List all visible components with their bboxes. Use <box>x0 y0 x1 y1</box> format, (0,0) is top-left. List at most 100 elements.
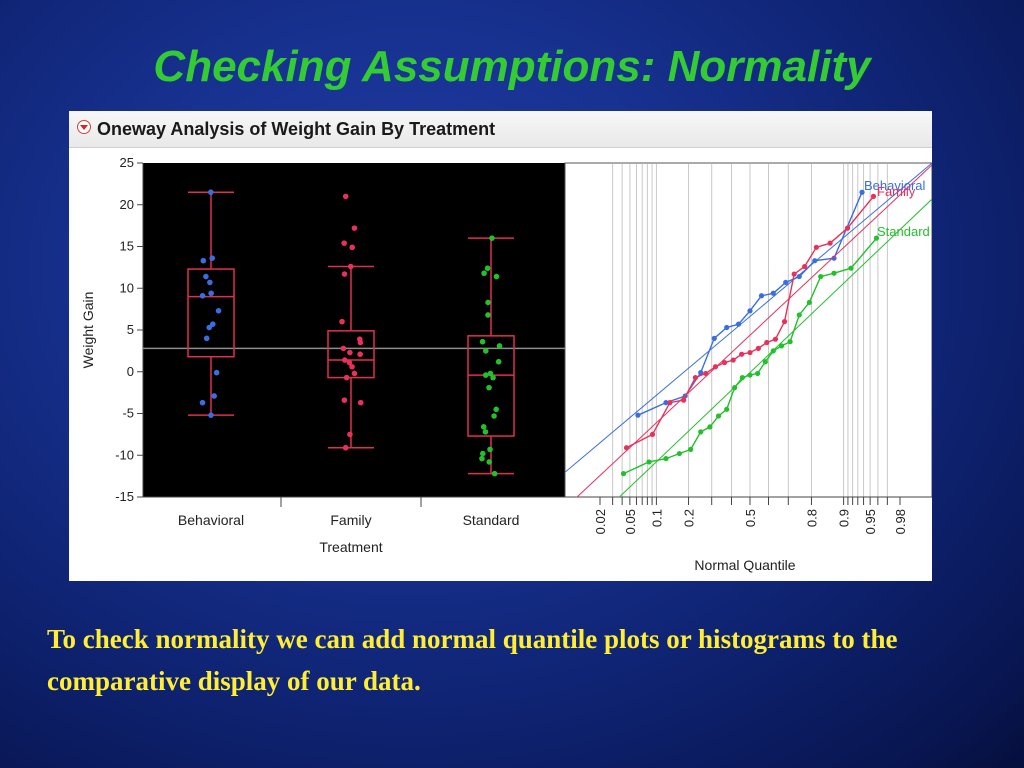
data-point <box>209 255 216 261</box>
data-point <box>493 273 500 280</box>
quantile-point <box>712 364 719 370</box>
quantile-point <box>755 370 761 377</box>
data-point <box>489 235 495 241</box>
quantile-point <box>827 240 833 246</box>
quantile-point <box>818 273 824 280</box>
data-point <box>480 424 487 430</box>
box-group-behavioral <box>187 189 235 418</box>
quantile-tick-label: 0.8 <box>804 509 819 527</box>
data-point <box>484 265 491 272</box>
data-point <box>351 370 358 377</box>
data-point <box>341 240 347 246</box>
quantile-point <box>711 335 717 341</box>
y-tick-label: 5 <box>127 322 134 337</box>
quantile-fit-line <box>576 164 932 497</box>
quantile-legend-label: Behavioral <box>864 178 926 193</box>
quantile-point <box>663 400 669 406</box>
data-point <box>485 299 491 306</box>
quantile-point <box>844 225 851 231</box>
data-point <box>208 412 214 418</box>
data-point <box>357 399 364 406</box>
data-point <box>207 279 213 286</box>
quantile-point <box>870 193 877 199</box>
quantile-tick-label: 0.5 <box>743 509 758 527</box>
quantile-point <box>873 235 880 241</box>
data-point <box>211 393 217 399</box>
data-point <box>481 270 487 277</box>
data-point <box>347 349 353 356</box>
x-category-label: Family <box>330 512 371 528</box>
quantile-point <box>770 348 776 354</box>
quantile-point <box>730 357 736 363</box>
quantile-point <box>735 321 742 327</box>
quantile-point <box>724 406 730 412</box>
box-group-standard <box>467 235 515 477</box>
data-point <box>346 359 353 366</box>
quantile-point <box>721 359 728 366</box>
quantile-tick-label: 0.02 <box>593 509 608 534</box>
data-point <box>486 384 492 391</box>
quantile-series-group <box>565 163 932 497</box>
quantile-point <box>715 413 722 419</box>
data-point <box>347 263 354 270</box>
panel-header: Oneway Analysis of Weight Gain By Treatm… <box>69 111 932 148</box>
data-point <box>487 446 493 453</box>
quantile-series-family <box>576 164 932 497</box>
data-point <box>343 374 350 381</box>
data-point <box>482 429 489 435</box>
quantile-point <box>663 455 669 462</box>
x-axis-label: Treatment <box>319 539 382 555</box>
data-point <box>203 273 209 280</box>
y-tick-label: 20 <box>120 197 134 212</box>
data-point <box>342 444 349 451</box>
quantile-point <box>676 450 682 457</box>
slide-title: Checking Assumptions: Normality <box>153 42 871 91</box>
quantile-series-standard <box>618 198 932 497</box>
quantile-point <box>747 372 753 378</box>
data-point <box>199 292 206 299</box>
quantile-point <box>813 244 819 250</box>
red-triangle-down-icon[interactable] <box>77 120 91 134</box>
data-point <box>349 244 356 251</box>
data-point <box>491 413 497 419</box>
quantile-point <box>667 400 673 406</box>
y-tick-label: 0 <box>127 364 134 379</box>
quantile-legend-label: Standard <box>877 224 930 239</box>
data-point <box>341 357 348 363</box>
quantile-point <box>698 369 704 376</box>
y-tick-label: -10 <box>115 447 134 462</box>
data-point <box>340 345 347 352</box>
quantile-point <box>747 308 753 314</box>
quantile-point <box>755 345 761 351</box>
data-point <box>482 348 489 354</box>
quantile-point <box>859 189 865 195</box>
box-plot-area <box>143 163 565 497</box>
quantile-point <box>802 263 808 270</box>
quantile-legend-label: Family <box>877 184 916 199</box>
quantile-point <box>623 445 630 451</box>
quantile-tick-label: 0.1 <box>649 509 664 527</box>
y-tick-label: -5 <box>122 406 134 421</box>
quantile-point <box>739 374 745 381</box>
quantile-tick-label: 0.95 <box>863 509 878 534</box>
quantile-tick-label: 0.98 <box>893 509 908 534</box>
data-point <box>213 369 220 376</box>
data-point <box>480 450 486 457</box>
quantile-point <box>739 351 745 357</box>
quantile-point <box>831 270 837 276</box>
data-point <box>341 271 348 277</box>
y-tick-label: 10 <box>120 280 134 295</box>
box-iqr <box>327 330 375 379</box>
data-point <box>479 455 485 462</box>
quantile-point <box>787 339 793 345</box>
quantile-fit-line <box>565 163 932 473</box>
y-tick-label: 15 <box>120 239 134 254</box>
data-point <box>203 335 210 342</box>
quantile-point <box>791 271 797 277</box>
data-point <box>347 431 353 438</box>
data-point <box>486 459 493 465</box>
y-tick-label: -15 <box>115 489 134 504</box>
data-point <box>496 343 503 349</box>
data-point <box>208 189 214 196</box>
